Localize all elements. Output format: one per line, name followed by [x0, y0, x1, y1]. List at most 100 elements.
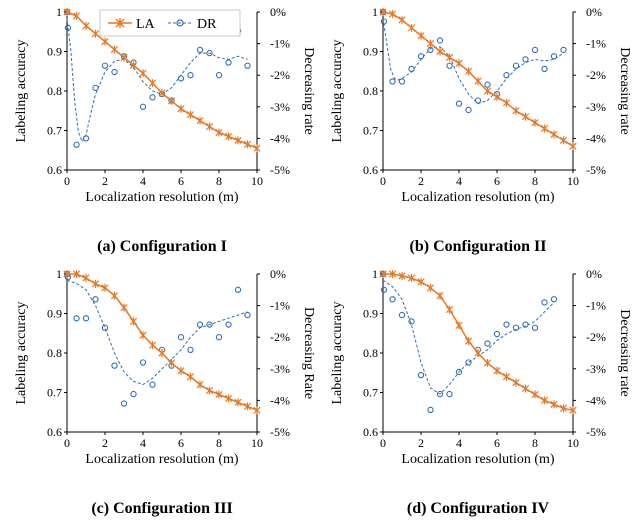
- y-tick-label: 0.8: [363, 84, 378, 98]
- dr-point: [177, 75, 185, 82]
- la-point: [559, 404, 568, 413]
- la-point: [388, 9, 397, 18]
- dr-point: [111, 362, 118, 369]
- la-point: [521, 384, 530, 393]
- la-point: [559, 136, 568, 145]
- la-point: [120, 53, 128, 62]
- y-axis-label: Labeling accuracy: [14, 40, 29, 143]
- dr-point: [446, 390, 453, 398]
- y-tick-label: 0.9: [47, 307, 62, 321]
- dr-point: [244, 62, 251, 69]
- y2-tick-label: 0%: [270, 267, 286, 281]
- dr-point: [73, 141, 80, 148]
- y2-axis-label: Decreasing rate: [301, 47, 316, 134]
- la-point: [82, 21, 90, 30]
- la-point: [445, 53, 454, 62]
- la-point: [148, 79, 157, 88]
- x-tick-label: 6: [494, 174, 500, 188]
- y2-tick-label: 0%: [586, 267, 602, 281]
- dr-point: [139, 359, 147, 366]
- y2-tick-label: -2%: [270, 330, 290, 344]
- y-tick-label: 1: [372, 267, 378, 281]
- y-axis-label: Labeling accuracy: [330, 40, 345, 143]
- dr-point: [408, 318, 415, 325]
- y2-tick-label: -3%: [270, 100, 290, 114]
- la-point: [63, 270, 71, 278]
- dr-point: [512, 324, 520, 331]
- y2-tick-label: -5%: [586, 163, 606, 177]
- dr-point: [187, 346, 194, 353]
- chart-panel-3: 0 2 4 6 8 10 0.6 0.7 0.8 0.9 1 -5% -4% -3% -2% -1% 0% Loc…: [14, 267, 316, 517]
- dr-point: [73, 315, 80, 322]
- la-point: [502, 98, 511, 107]
- dr-point: [541, 299, 548, 306]
- dr-point: [474, 97, 482, 104]
- y-tick-label: 0.7: [47, 386, 62, 400]
- dr-point: [560, 46, 567, 54]
- dr-point: [531, 324, 539, 331]
- dr-point: [82, 315, 90, 322]
- la-line: [67, 273, 258, 411]
- dr-point: [139, 103, 147, 110]
- la-point: [379, 8, 387, 16]
- x-tick-label: 0: [64, 174, 70, 188]
- y2-tick-label: -4%: [270, 131, 290, 145]
- dr-point: [465, 359, 472, 366]
- dr-point: [206, 321, 213, 328]
- x-tick-label: 2: [418, 436, 424, 450]
- y2-tick-label: -3%: [586, 362, 606, 376]
- dr-point: [225, 59, 232, 66]
- la-point: [215, 390, 223, 399]
- y-axis-label: Labeling accuracy: [14, 302, 29, 405]
- dr-point: [512, 62, 520, 69]
- la-point: [167, 96, 176, 105]
- dr-point: [389, 296, 396, 303]
- la-point: [569, 142, 577, 151]
- legend-la-marker: [115, 18, 125, 28]
- dr-point: [398, 78, 406, 85]
- la-point: [91, 29, 100, 38]
- la-point: [253, 144, 261, 153]
- la-point: [177, 366, 185, 375]
- la-point: [417, 277, 425, 286]
- dr-trend-line: [382, 279, 555, 395]
- dr-point: [465, 106, 472, 114]
- la-point: [474, 349, 482, 357]
- y2-tick-label: 0%: [270, 5, 286, 19]
- la-point: [72, 270, 81, 278]
- la-point: [379, 270, 387, 278]
- dr-point: [503, 72, 510, 79]
- la-point: [129, 61, 138, 70]
- legend: LA DR: [99, 9, 241, 37]
- chart-panel-4: 0 2 4 6 8 10 0.6 0.7 0.8 0.9 1 -5% -4% -3% -2% -1% 0% Loc…: [330, 267, 632, 517]
- la-line: [383, 273, 574, 412]
- la-point: [63, 8, 71, 16]
- y2-tick-label: -1%: [586, 37, 606, 51]
- la-point: [483, 358, 492, 367]
- la-point: [139, 69, 147, 78]
- y2-tick-label: -5%: [270, 163, 290, 177]
- x-tick-label: 0: [380, 174, 386, 188]
- dr-point: [427, 406, 434, 414]
- dr-point: [417, 371, 425, 379]
- chart-panel-2: 0 2 4 6 8 10 0.6 0.7 0.8 0.9 1 -5% -4% -3% -2% -1% 0% Loc…: [330, 5, 632, 255]
- dr-point: [215, 334, 223, 341]
- y2-tick-label: -2%: [586, 330, 606, 344]
- y-tick-label: 0.6: [47, 163, 62, 177]
- la-point: [167, 358, 176, 367]
- x-tick-label: 6: [494, 436, 500, 450]
- dr-point: [484, 81, 491, 88]
- panel-caption: (a) Configuration I: [97, 238, 227, 255]
- y-tick-label: 0.7: [363, 124, 378, 138]
- dr-point: [531, 46, 539, 54]
- la-point: [540, 124, 549, 133]
- y2-axis-label: Decreasing rate: [617, 47, 632, 134]
- y-tick-label: 0.9: [47, 45, 62, 59]
- dr-point: [149, 94, 156, 101]
- la-point: [234, 398, 242, 407]
- y2-tick-label: 0%: [586, 5, 602, 19]
- dr-point: [101, 324, 109, 331]
- la-point: [464, 337, 473, 346]
- la-point: [215, 128, 223, 137]
